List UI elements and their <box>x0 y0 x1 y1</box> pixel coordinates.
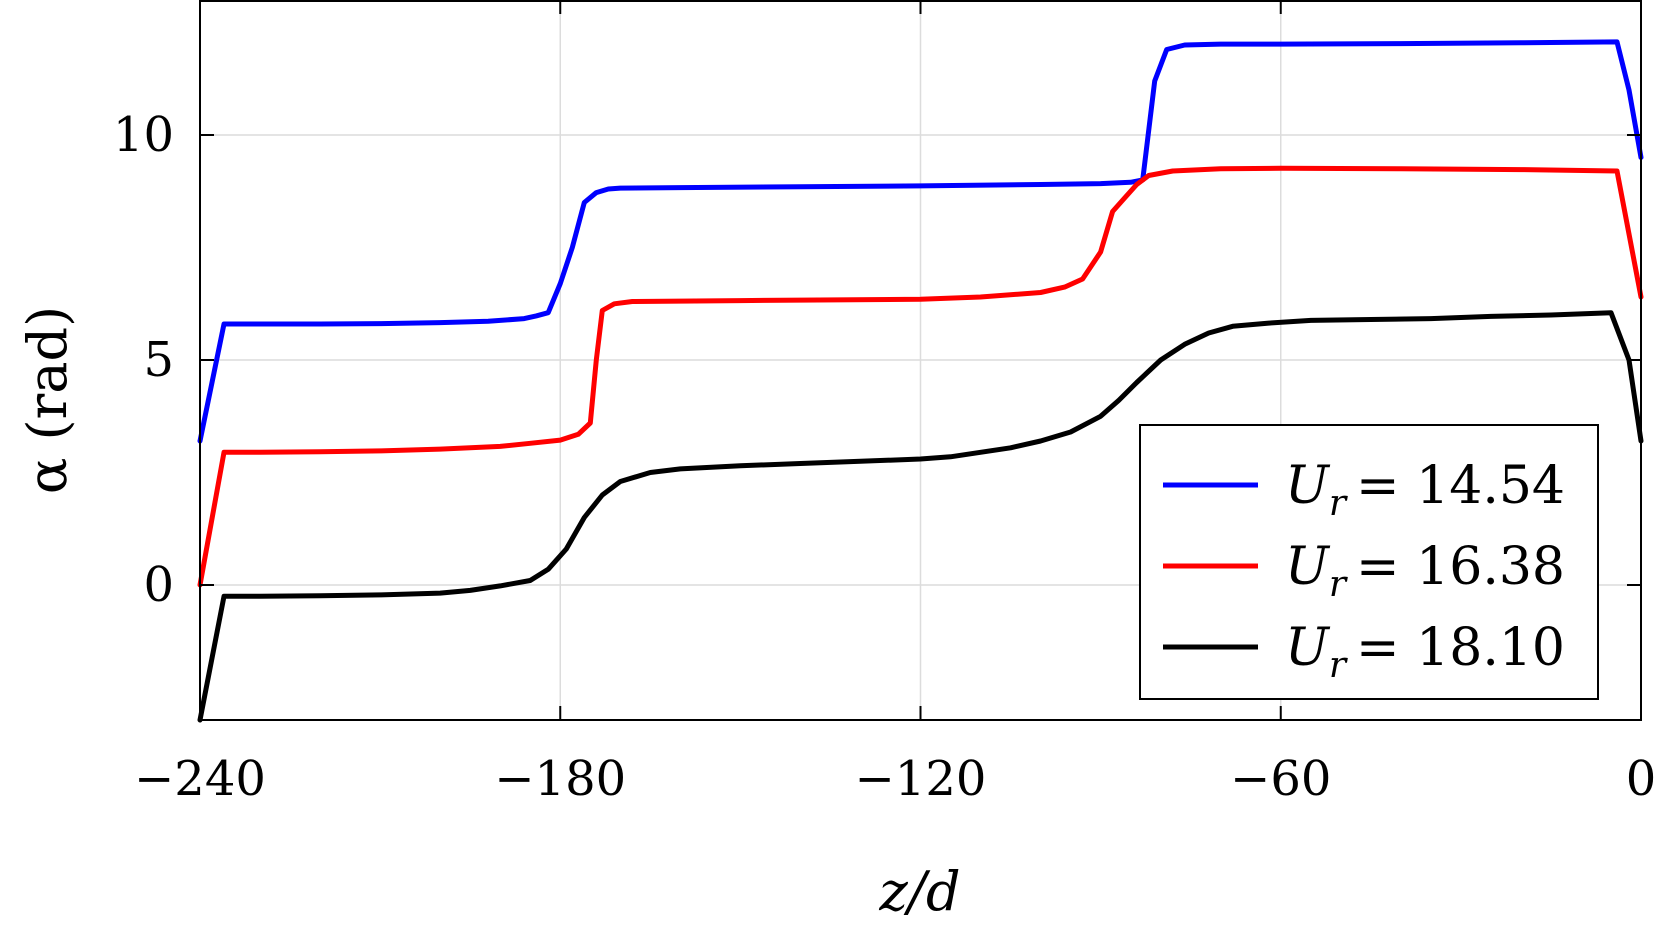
legend-box <box>1139 424 1599 700</box>
x-tick-label: 0 <box>1626 751 1656 807</box>
legend-entry: Ur = 16.38 <box>1163 537 1565 605</box>
x-tick-label: −180 <box>494 751 626 807</box>
x-tick-label: −240 <box>134 751 266 807</box>
ticks: −240 −180 −120 −60 0 0 5 10 <box>113 0 1656 807</box>
y-axis-label-text: α (rad) <box>16 306 79 494</box>
x-tick-label: −120 <box>855 751 987 807</box>
legend-label: Ur = 14.54 <box>1285 456 1565 524</box>
y-tick-label: 5 <box>143 332 174 388</box>
y-tick-label: 0 <box>143 557 174 613</box>
legend-entry: Ur = 18.10 <box>1163 618 1565 686</box>
series-group <box>197 39 1644 723</box>
legend-entry: Ur = 14.54 <box>1163 456 1565 524</box>
x-tick-label: −60 <box>1230 751 1331 807</box>
x-axis-label: z/d <box>878 860 960 923</box>
legend-label: Ur = 16.38 <box>1285 537 1565 605</box>
series-line <box>197 310 1644 723</box>
series-line <box>197 39 1644 444</box>
legend-label: Ur = 18.10 <box>1285 618 1565 686</box>
legend: Ur = 14.54 Ur = 16.38 Ur = 18.10 <box>1139 424 1599 700</box>
y-axis-label: α (rad) <box>16 306 79 494</box>
series-line <box>197 165 1644 588</box>
x-axis-label-text: z/d <box>878 860 960 923</box>
y-tick-label: 10 <box>113 107 174 163</box>
